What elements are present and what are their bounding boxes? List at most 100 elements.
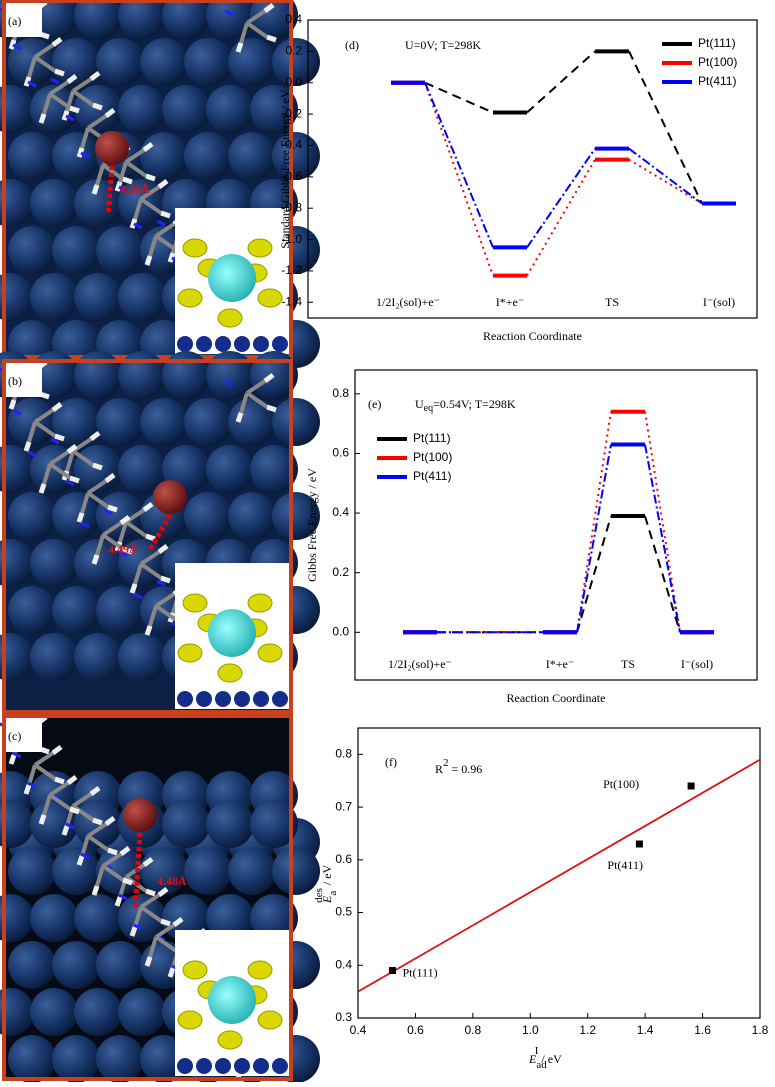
substrate [234, 691, 250, 707]
hydrogen [235, 373, 277, 423]
y-tick-label: -0.4 [281, 138, 302, 152]
xlabel-unit: / eV [538, 1052, 562, 1066]
chart: 0.30.40.50.60.70.8(f)0.4 0.6 0.8 1.0 1.2 1.4 1… [313, 727, 769, 1071]
xlabel-sub: ad [536, 1059, 547, 1071]
substrate [234, 1058, 250, 1074]
label-bg [6, 718, 42, 752]
atom [0, 633, 34, 681]
x-tick-label: I⁻(sol) [681, 657, 713, 671]
connector [576, 411, 612, 633]
atom [0, 539, 34, 587]
atom [118, 85, 166, 133]
point-label: Pt(100) [603, 777, 639, 791]
x-tick-label: 1.0 [522, 1023, 539, 1037]
y-tick-label: 0.6 [335, 852, 352, 866]
chart: 0.0 0.2 0.4 0.6 0.8 (e) Gibbs Free Energy / eV… [305, 369, 758, 705]
atom [52, 941, 100, 989]
y-tick-label: 0.4 [332, 505, 349, 519]
atom [184, 38, 232, 86]
nitrogen [27, 781, 37, 789]
isosurface [217, 1030, 243, 1050]
atom [0, 988, 34, 1036]
nitrogen [27, 450, 37, 458]
ylabel-sub: a [327, 891, 339, 896]
atom [8, 132, 56, 180]
hydrogen [23, 402, 65, 452]
isosurface-core [208, 254, 256, 302]
connector [526, 159, 596, 277]
atom [118, 894, 166, 942]
hydrogen [91, 515, 133, 565]
atom [74, 273, 122, 321]
x-axis-label: Reaction Coordinate [483, 329, 582, 343]
nitrogen [65, 114, 75, 122]
hydrogen [114, 142, 156, 192]
point-label: Pt(411) [607, 858, 643, 872]
panel-frame [2, 359, 293, 714]
isosurface [217, 663, 243, 683]
nitrogen [118, 893, 128, 901]
molecule [42, 80, 72, 115]
isosurface [182, 238, 208, 258]
isosurface [177, 1010, 203, 1030]
atom [140, 847, 188, 895]
y-tick-label: 0.5 [335, 905, 352, 919]
hydrogen [114, 857, 156, 907]
atom [30, 633, 78, 681]
atom [272, 492, 320, 540]
point-label: Pt(111) [402, 965, 437, 979]
annotation-text: R [435, 762, 443, 776]
y-tick-label: -0.2 [281, 106, 302, 120]
x-tick-label: 1.8 [752, 1023, 769, 1037]
hydrogen [129, 544, 171, 594]
point [388, 967, 396, 975]
x-tick-label: TS [621, 657, 635, 671]
atom [184, 398, 232, 446]
molecule [95, 521, 125, 556]
hydrogen [23, 37, 65, 87]
x-tick-label: 1.6 [694, 1023, 711, 1037]
isosurface [247, 960, 273, 980]
atom [96, 586, 144, 634]
isosurface [182, 960, 208, 980]
substrate [196, 1058, 212, 1074]
ylabel: Eades / eV [313, 864, 339, 904]
point [635, 840, 643, 848]
y-tick-label: 0.8 [332, 386, 349, 400]
atom [272, 847, 320, 895]
atom [184, 847, 232, 895]
connector [526, 50, 596, 114]
hydrogen [235, 3, 277, 53]
hydrogen [38, 775, 80, 825]
label-bg [6, 363, 42, 397]
substrate [215, 1058, 231, 1074]
atom [52, 132, 100, 180]
panel-label: (c) [8, 729, 21, 743]
y-tick-label: 0.0 [332, 624, 349, 638]
atom [74, 539, 122, 587]
legend-label: Pt(411) [698, 74, 736, 88]
atom [0, 800, 34, 848]
atom [118, 351, 166, 399]
panel-image: 4.49Å (b) [0, 351, 320, 714]
panel-label: (b) [8, 374, 22, 388]
atom [184, 492, 232, 540]
isosurface [257, 288, 283, 308]
hydrogen [61, 786, 103, 836]
x-tick-label: TS [605, 295, 619, 309]
substrate [177, 336, 193, 352]
distance-label: 4.49Å [108, 542, 138, 556]
substrate [253, 1058, 269, 1074]
x-tick-label: 1/2I₂(sol)+e⁻ [388, 657, 452, 671]
atom [8, 941, 56, 989]
isosurface [257, 643, 283, 663]
x-tick-label: 0.6 [407, 1023, 424, 1037]
distance-line [132, 832, 143, 911]
molecule [42, 781, 72, 816]
atom [8, 586, 56, 634]
legend-label: Pt(100) [413, 450, 452, 464]
distance-label: 4.20Å [120, 182, 150, 196]
atom [140, 398, 188, 446]
hydrogen [129, 887, 171, 937]
connector [424, 82, 494, 248]
